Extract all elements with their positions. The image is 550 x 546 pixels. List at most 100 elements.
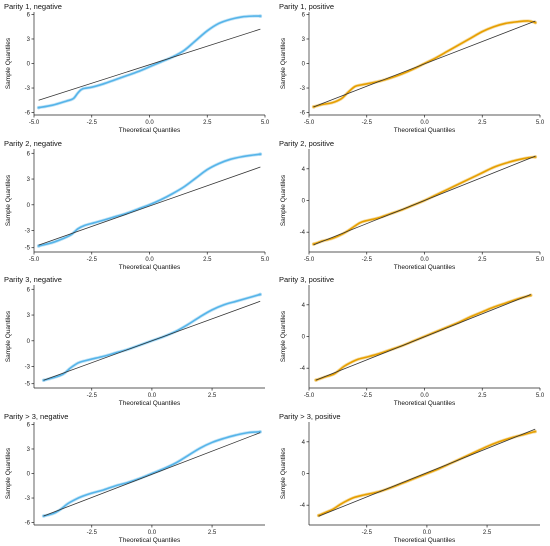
qq-panel: Parity > 3, positive -2.5 0.0 2.5 -4 0 4 Theore… xyxy=(275,410,550,546)
sample-quantile-curve xyxy=(317,430,536,516)
y-axis-label: Sample Quantiles xyxy=(280,447,287,499)
x-tick-label: -2.5 xyxy=(87,120,98,126)
panel-title: Parity 1, negative xyxy=(4,2,62,11)
y-tick-label: 0 xyxy=(27,202,31,208)
x-tick-label: 0.0 xyxy=(148,530,157,536)
y-axis-label: Sample Quantiles xyxy=(280,174,287,226)
y-tick-label: 3 xyxy=(27,37,31,43)
panel-title: Parity 3, negative xyxy=(4,275,62,284)
y-tick-label: 6 xyxy=(27,151,31,157)
sample-quantile-curve xyxy=(37,152,262,247)
reference-line xyxy=(313,20,536,108)
y-axis-label: Sample Quantiles xyxy=(280,310,287,362)
y-tick-label: -3 xyxy=(25,86,31,92)
y-tick-label: -4 xyxy=(300,503,306,509)
qq-chart-svg: Parity 3, negative -2.5 0.0 2.5 -5 -3 0 3 6 Theor… xyxy=(4,275,265,407)
x-tick-label: 0.0 xyxy=(423,530,432,536)
x-tick-label: -5.0 xyxy=(304,120,315,126)
y-tick-label: -3 xyxy=(25,365,31,371)
x-tick-label: -2.5 xyxy=(362,393,373,399)
data-point xyxy=(533,429,537,433)
y-tick-label: 0 xyxy=(27,339,31,345)
sample-quantile-curve xyxy=(37,15,262,109)
y-tick-label: -5 xyxy=(25,382,31,388)
x-tick-label: -2.5 xyxy=(87,257,98,263)
y-tick-label: -6 xyxy=(25,111,31,117)
data-point xyxy=(314,378,318,382)
y-tick-label: 0 xyxy=(27,62,31,68)
y-tick-label: 3 xyxy=(27,446,31,452)
x-axis-label: Theoretical Quantiles xyxy=(394,264,456,271)
data-point xyxy=(528,293,533,298)
x-tick-label: 0.0 xyxy=(420,120,429,126)
x-axis-label: Theoretical Quantiles xyxy=(394,127,456,134)
qq-panel: Parity 3, negative -2.5 0.0 2.5 -5 -3 0 3 6 Theor… xyxy=(0,273,275,410)
x-tick-label: 0.0 xyxy=(420,257,429,263)
x-axis-label: Theoretical Quantiles xyxy=(119,264,181,271)
x-tick-label: -5.0 xyxy=(304,257,315,263)
data-point xyxy=(311,105,316,109)
qq-chart-svg: Parity 3, positive -5.0 -2.5 0.0 2.5 5.0 -4 0 4 T… xyxy=(279,275,545,407)
qq-panel: Parity 2, negative -5.0 -2.5 0.0 2.5 5.0 -5 -3 0… xyxy=(0,137,275,274)
x-tick-label: 5.0 xyxy=(261,257,270,263)
y-axis-label: Sample Quantiles xyxy=(5,310,12,362)
reference-line xyxy=(318,428,536,517)
y-tick-label: -4 xyxy=(300,230,306,236)
panel-title: Parity 3, positive xyxy=(279,275,334,284)
qq-chart-svg: Parity 2, positive -5.0 -2.5 0.0 2.5 5.0 -4 0 4 T… xyxy=(279,139,545,271)
y-axis-label: Sample Quantiles xyxy=(280,37,287,89)
x-tick-label: 2.5 xyxy=(208,530,217,536)
y-tick-label: 6 xyxy=(302,12,306,18)
panel-title: Parity 2, negative xyxy=(4,139,62,148)
y-tick-label: 0 xyxy=(302,335,306,341)
x-axis-label: Theoretical Quantiles xyxy=(119,400,181,407)
x-tick-label: -2.5 xyxy=(87,530,98,536)
y-tick-label: -6 xyxy=(300,111,306,117)
qq-panel: Parity 3, positive -5.0 -2.5 0.0 2.5 5.0 -4 0 4 T… xyxy=(275,273,550,410)
panel-title: Parity 1, positive xyxy=(279,2,334,11)
y-tick-label: -3 xyxy=(25,228,31,234)
x-tick-label: 2.5 xyxy=(478,120,487,126)
panel-title: Parity > 3, negative xyxy=(4,412,68,421)
x-tick-label: 0.0 xyxy=(145,257,154,263)
y-tick-label: 0 xyxy=(302,471,306,477)
x-tick-label: -2.5 xyxy=(362,530,373,536)
x-tick-label: 2.5 xyxy=(483,530,492,536)
y-tick-label: 3 xyxy=(27,177,31,183)
y-tick-label: -6 xyxy=(25,520,31,526)
qq-chart-svg: Parity 1, negative -5.0 -2.5 0.0 2.5 5.0 -6 -3 0… xyxy=(4,2,270,134)
reference-line xyxy=(43,300,261,381)
panel-title: Parity > 3, positive xyxy=(279,412,341,421)
y-tick-label: -5 xyxy=(25,245,31,251)
x-tick-label: 2.5 xyxy=(478,393,487,399)
qq-panel: Parity > 3, negative -2.5 0.0 2.5 -6 -3 0 3 6 The… xyxy=(0,410,275,546)
data-point xyxy=(258,151,263,156)
x-tick-label: -2.5 xyxy=(87,393,98,399)
x-tick-label: 5.0 xyxy=(536,120,545,126)
x-axis-label: Theoretical Quantiles xyxy=(119,127,181,134)
qq-chart-svg: Parity 1, positive -5.0 -2.5 0.0 2.5 5.0 -6 -3 0… xyxy=(279,2,545,134)
x-axis-label: Theoretical Quantiles xyxy=(119,537,181,544)
y-tick-label: 4 xyxy=(302,166,306,172)
x-tick-label: 2.5 xyxy=(203,257,212,263)
x-tick-label: -5.0 xyxy=(29,257,40,263)
y-tick-label: 4 xyxy=(302,303,306,309)
x-tick-label: 5.0 xyxy=(536,393,545,399)
x-tick-label: -2.5 xyxy=(362,257,373,263)
x-tick-label: 5.0 xyxy=(536,257,545,263)
data-point xyxy=(533,154,538,159)
sample-quantile-curve xyxy=(42,293,261,382)
x-tick-label: 5.0 xyxy=(261,120,270,126)
reference-line xyxy=(315,294,531,381)
sample-quantile-band xyxy=(42,292,262,382)
y-axis-label: Sample Quantiles xyxy=(5,174,12,226)
data-point xyxy=(258,14,263,18)
data-point xyxy=(316,513,321,517)
reference-line xyxy=(313,155,536,245)
x-tick-label: -5.0 xyxy=(29,120,40,126)
x-tick-label: 2.5 xyxy=(478,257,487,263)
qq-chart-svg: Parity > 3, negative -2.5 0.0 2.5 -6 -3 0 3 6 The… xyxy=(4,412,265,544)
reference-line xyxy=(38,166,261,246)
y-tick-label: 4 xyxy=(302,439,306,445)
y-tick-label: 0 xyxy=(302,198,306,204)
